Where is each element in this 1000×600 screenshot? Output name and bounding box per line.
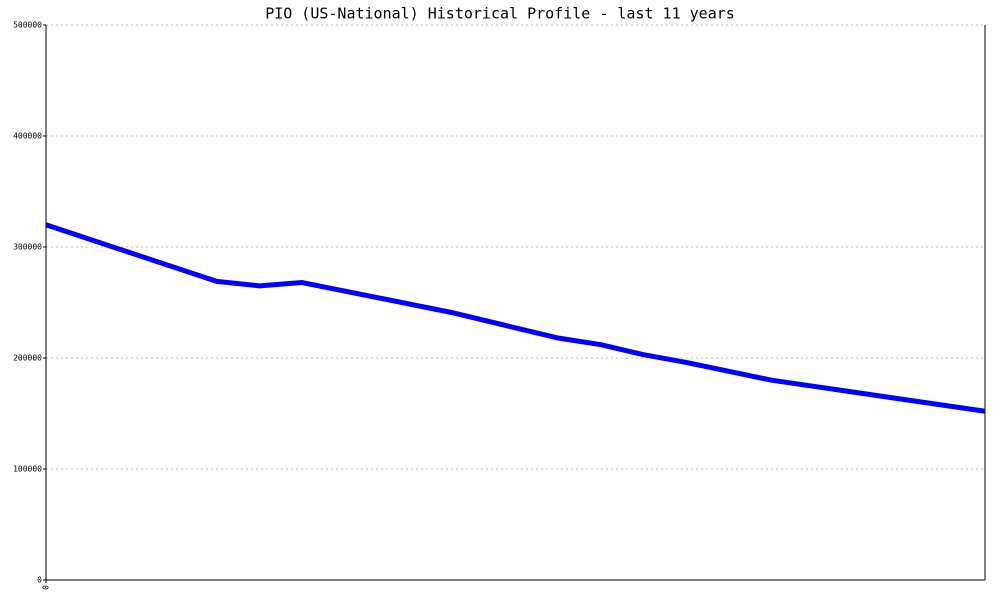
x-tick-label: 0 — [42, 585, 51, 590]
y-tick-label: 500000 — [13, 21, 42, 30]
y-tick-label: 200000 — [13, 354, 42, 363]
chart-title: PIO (US-National) Historical Profile - l… — [265, 5, 735, 23]
y-tick-label: 0 — [37, 576, 42, 585]
data-line — [45, 222, 986, 414]
y-tick-label: 100000 — [13, 465, 42, 474]
y-tick-label: 300000 — [13, 243, 42, 252]
y-tick-label: 400000 — [13, 132, 42, 141]
